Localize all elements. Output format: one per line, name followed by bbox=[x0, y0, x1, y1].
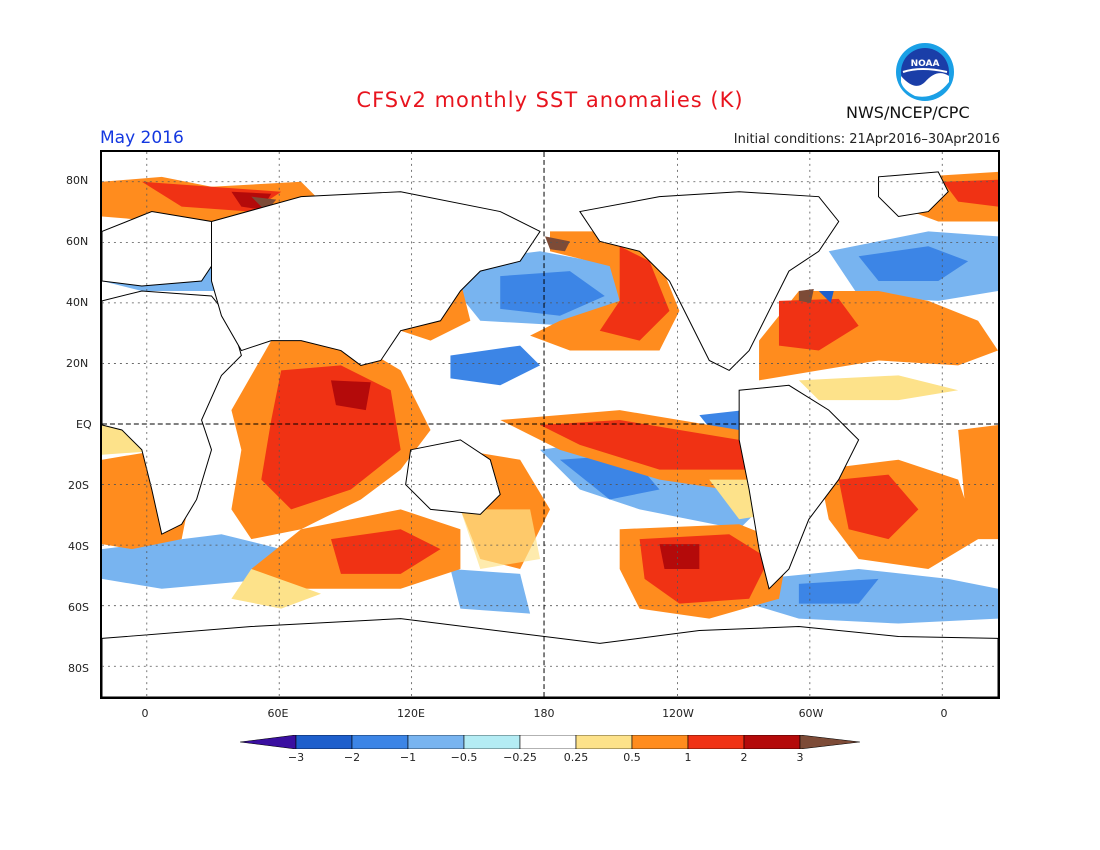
x-label: 60E bbox=[267, 707, 289, 720]
warm-anomaly-regions bbox=[102, 171, 998, 619]
strong-anomaly-patches bbox=[231, 191, 834, 569]
colorbar-segment bbox=[240, 735, 297, 749]
noaa-logo-icon: NOAA bbox=[896, 43, 954, 101]
colorbar-segment bbox=[743, 735, 801, 749]
colorbar-label: 0.5 bbox=[623, 751, 641, 764]
equator-dateline bbox=[102, 152, 998, 697]
map-title: CFSv2 monthly SST anomalies (K) bbox=[356, 88, 744, 112]
colorbar-label: 2 bbox=[740, 751, 748, 764]
y-label: 60S bbox=[68, 601, 89, 614]
x-label: 60W bbox=[798, 707, 824, 720]
x-label: 120E bbox=[397, 707, 425, 720]
colorbar-label: −3 bbox=[287, 751, 305, 764]
colorbar-label: −2 bbox=[343, 751, 361, 764]
colorbar-label: −0.5 bbox=[450, 751, 478, 764]
colorbar-label: 0.25 bbox=[563, 751, 589, 764]
initial-conditions-label: Initial conditions: 21Apr2016–30Apr2016 bbox=[733, 132, 1000, 147]
colorbar-segment bbox=[351, 735, 409, 749]
sst-anomaly-map bbox=[100, 150, 1000, 699]
colorbar-segment bbox=[519, 735, 577, 749]
colorbar-segment bbox=[687, 735, 745, 749]
x-label: 0 bbox=[940, 707, 948, 720]
x-label: 120W bbox=[662, 707, 694, 720]
colorbar-label: −1 bbox=[399, 751, 417, 764]
y-label: 20N bbox=[66, 357, 89, 370]
colorbar bbox=[240, 735, 860, 749]
y-label: 20S bbox=[68, 479, 89, 492]
month-label: May 2016 bbox=[100, 128, 184, 148]
logo-text: NOAA bbox=[911, 59, 940, 69]
colorbar-segment bbox=[575, 735, 633, 749]
y-label: EQ bbox=[76, 418, 92, 431]
colorbar-segment bbox=[407, 735, 465, 749]
colorbar-segment bbox=[631, 735, 689, 749]
colorbar-label: 3 bbox=[796, 751, 804, 764]
colorbar-segment bbox=[799, 735, 860, 749]
colorbar-segment bbox=[295, 735, 353, 749]
org-label: NWS/NCEP/CPC bbox=[846, 103, 970, 122]
x-label: 180 bbox=[533, 707, 555, 720]
continents bbox=[102, 171, 998, 697]
colorbar-segment bbox=[463, 735, 521, 749]
colorbar-label: −0.25 bbox=[503, 751, 537, 764]
y-label: 80S bbox=[68, 662, 89, 675]
y-label: 80N bbox=[66, 174, 89, 187]
y-label: 40N bbox=[66, 296, 89, 309]
y-label: 60N bbox=[66, 235, 89, 248]
graticule bbox=[102, 152, 998, 697]
y-label: 40S bbox=[68, 540, 89, 553]
colorbar-label: 1 bbox=[684, 751, 692, 764]
x-label: 0 bbox=[141, 707, 149, 720]
